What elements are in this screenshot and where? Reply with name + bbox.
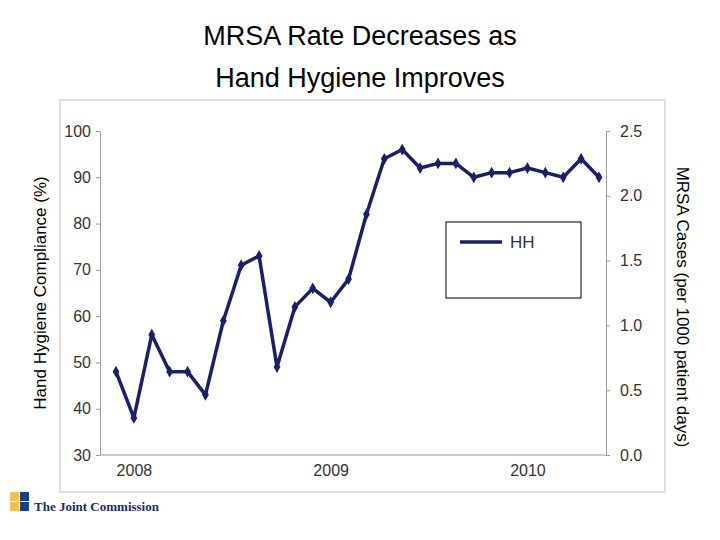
marker [381, 153, 388, 165]
plot-area [113, 144, 603, 424]
tick-label: 2.0 [620, 187, 642, 204]
marker [256, 250, 263, 262]
legend-swatch [460, 240, 502, 244]
tick-label: 40 [73, 400, 91, 417]
marker [578, 153, 585, 165]
y2-axis-title: MRSA Cases (per 1000 patient days) [673, 167, 692, 448]
tick-mark [96, 362, 100, 363]
tick-mark [96, 270, 100, 271]
chart-frame [60, 100, 665, 492]
tick: 2008 [117, 455, 153, 479]
x-axis: 2008 2009 2010 [100, 455, 606, 479]
tick-mark [96, 224, 100, 225]
marker [184, 366, 191, 378]
tick: 70 [73, 261, 100, 278]
marker [435, 158, 442, 170]
tick-mark [606, 196, 610, 197]
tick-label: 2008 [117, 462, 153, 479]
tick-label: 90 [73, 169, 91, 186]
marker [202, 389, 209, 401]
footer: The Joint Commission [34, 499, 160, 514]
marker [560, 171, 567, 183]
tick-label: 1.5 [620, 252, 642, 269]
tick-mark [96, 316, 100, 317]
tick: 1.0 [606, 317, 642, 334]
marker [506, 167, 513, 179]
tick-label: 100 [64, 123, 91, 140]
marker [399, 144, 406, 156]
tick-mark [96, 131, 100, 132]
tick-label: 30 [73, 447, 91, 464]
marker [542, 167, 549, 179]
tick: 30 [73, 447, 100, 464]
tick-label: 0.0 [620, 447, 642, 464]
logo-shape [10, 502, 19, 511]
tick-label: 1.0 [620, 317, 642, 334]
tick-mark [96, 455, 100, 456]
marker [130, 412, 137, 424]
legend: HH [446, 222, 581, 298]
marker [470, 171, 477, 183]
tick-mark [606, 261, 610, 262]
tick-label: 50 [73, 354, 91, 371]
y-axis-title: Hand Hygiene Compliance (%) [31, 176, 50, 409]
marker [220, 315, 227, 327]
marker [452, 158, 459, 170]
tick: 100 [64, 123, 100, 140]
logo-shape [20, 502, 29, 511]
tick: 0.5 [606, 382, 642, 399]
tick-mark [606, 325, 610, 326]
marker [363, 208, 370, 220]
y-axis: 30 40 50 60 70 80 90 100 [64, 123, 100, 464]
marker [309, 282, 316, 294]
tick: 90 [73, 169, 100, 186]
tick: 0.0 [606, 447, 642, 464]
tick: 2009 [313, 455, 349, 479]
axis-line [606, 132, 607, 456]
tick: 2010 [510, 455, 546, 479]
tick-label: 2.5 [620, 123, 642, 140]
tick: 2.5 [606, 123, 642, 140]
chart: MRSA Rate Decreases asHand Hygiene Impro… [0, 0, 720, 540]
y2-axis: 0.0 0.5 1.0 1.5 2.0 2.5 [606, 123, 642, 464]
tick-label: 2010 [510, 462, 546, 479]
legend-box [446, 222, 581, 298]
tick-mark [96, 409, 100, 410]
marker [345, 273, 352, 285]
marker [488, 167, 495, 179]
legend-label: HH [510, 233, 535, 252]
logo-shape [20, 492, 29, 501]
tick-label: 70 [73, 261, 91, 278]
logo [10, 492, 29, 511]
tick: 1.5 [606, 252, 642, 269]
marker [113, 366, 120, 378]
series-line [116, 150, 599, 418]
marker [148, 329, 155, 341]
tick: 60 [73, 308, 100, 325]
tick-label: 2009 [313, 462, 349, 479]
tick-mark [606, 455, 610, 456]
tick: 80 [73, 215, 100, 232]
marker [238, 259, 245, 271]
tick-label: 0.5 [620, 382, 642, 399]
tick-label: 80 [73, 215, 91, 232]
marker [327, 296, 334, 308]
logo-shape [10, 492, 19, 501]
marker [274, 361, 281, 373]
marker [417, 162, 424, 174]
marker [524, 162, 531, 174]
marker [166, 366, 173, 378]
tick: 50 [73, 354, 100, 371]
tick: 40 [73, 400, 100, 417]
title: MRSA Rate Decreases asHand Hygiene Impro… [203, 21, 517, 93]
marker [291, 301, 298, 313]
tick: 2.0 [606, 187, 642, 204]
tick-mark [606, 131, 610, 132]
axis-line [100, 455, 606, 456]
tick-mark [606, 390, 610, 391]
tick-mark [96, 177, 100, 178]
marker [596, 171, 603, 183]
tick-label: 60 [73, 308, 91, 325]
axis-line [100, 132, 101, 456]
